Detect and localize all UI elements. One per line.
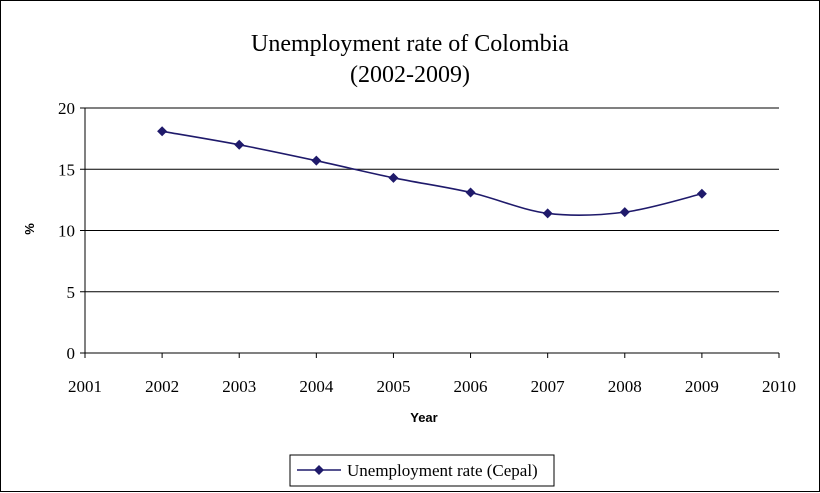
legend-entry-label: Unemployment rate (Cepal) — [347, 461, 538, 480]
x-tick-label-2008: 2008 — [608, 377, 642, 396]
x-tick-label-2002: 2002 — [145, 377, 179, 396]
x-tick-label-2001: 2001 — [68, 377, 102, 396]
data-point-2007 — [542, 208, 553, 219]
y-axis-label: % — [22, 223, 37, 235]
data-point-2006 — [465, 187, 476, 198]
series-group — [157, 126, 707, 219]
x-tick-label-2007: 2007 — [531, 377, 566, 396]
y-tick-label-5: 5 — [67, 283, 76, 302]
y-tick-label-20: 20 — [58, 99, 75, 118]
data-point-2005 — [388, 172, 399, 183]
x-tick-label-2006: 2006 — [454, 377, 488, 396]
axes — [80, 107, 780, 358]
y-tick-label-0: 0 — [67, 344, 76, 363]
x-tick-label-2004: 2004 — [299, 377, 334, 396]
data-point-2008 — [619, 207, 630, 218]
tick-labels: 0 5 10 15 20 2001 2002 2003 2004 2005 2006 2007 2008… — [58, 99, 796, 396]
y-tick-label-15: 15 — [58, 160, 75, 179]
x-tick-label-2003: 2003 — [222, 377, 256, 396]
chart-title: Unemployment rate of Colombia — [251, 31, 569, 57]
data-point-2002 — [157, 126, 168, 137]
data-point-2003 — [234, 139, 245, 150]
legend: Unemployment rate (Cepal) — [289, 454, 555, 487]
data-point-2009 — [696, 188, 707, 199]
gridlines — [85, 107, 779, 293]
y-tick-label-10: 10 — [58, 222, 75, 241]
series-line-0 — [161, 130, 703, 217]
x-tick-label-2010: 2010 — [762, 377, 796, 396]
x-axis-label: Year — [410, 410, 437, 425]
data-point-2004 — [311, 155, 322, 166]
x-tick-label-2005: 2005 — [376, 377, 410, 396]
x-tick-label-2009: 2009 — [685, 377, 719, 396]
legend-marker-icon — [314, 465, 324, 475]
chart-subtitle: (2002-2009) — [350, 62, 470, 88]
